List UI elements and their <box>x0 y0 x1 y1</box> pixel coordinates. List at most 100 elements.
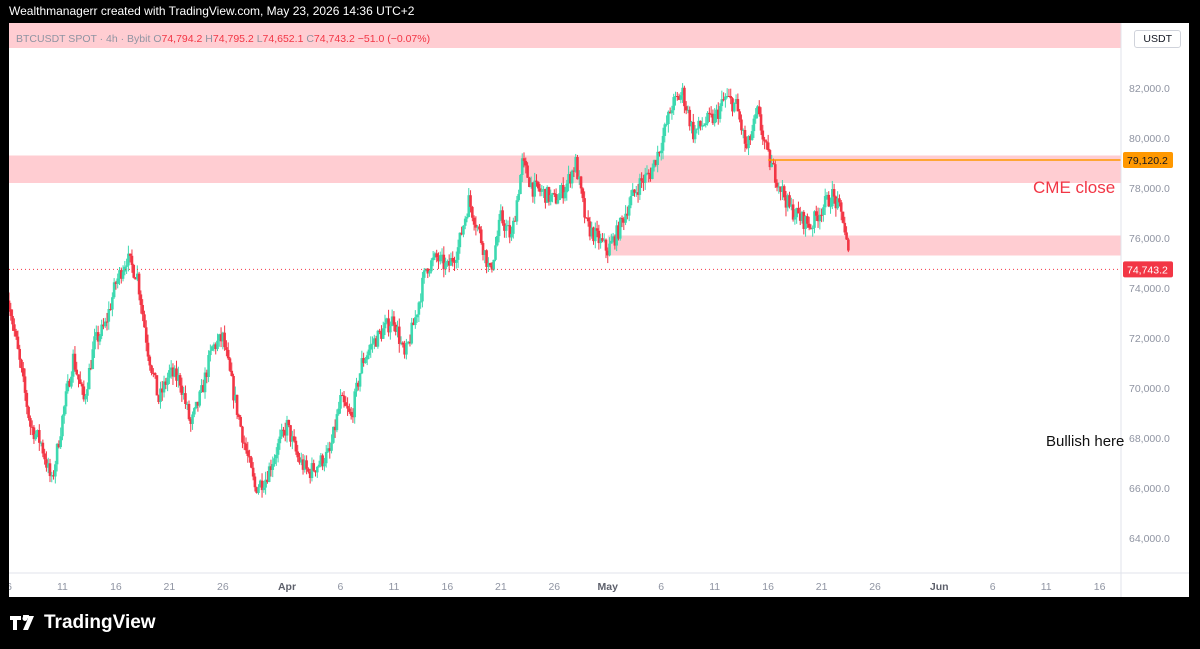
candle-body <box>716 109 720 119</box>
candle-body <box>440 254 444 256</box>
resistance-zone-0 <box>9 23 1121 48</box>
tradingview-icon <box>10 615 34 630</box>
candle-body <box>583 198 586 218</box>
candle-body <box>791 204 795 220</box>
candle-body <box>246 450 250 457</box>
legend-symbol[interactable]: BTCUSDT SPOT · 4h · Bybit <box>16 33 151 45</box>
candle-body <box>216 340 219 350</box>
candle-body <box>522 158 526 161</box>
candle-body <box>447 261 451 266</box>
candle-body <box>777 186 781 188</box>
candle-body <box>139 294 143 305</box>
candle-body <box>572 170 576 172</box>
candle-body <box>597 230 601 244</box>
candle-body <box>242 442 246 444</box>
candle-body <box>180 385 184 395</box>
candle-body <box>697 120 700 129</box>
candle-body <box>324 451 328 464</box>
candle-body <box>57 443 61 448</box>
candle-body <box>679 95 683 100</box>
candle-body <box>219 334 223 342</box>
candle-body <box>25 392 29 407</box>
candle-body <box>761 130 765 140</box>
candle-body <box>412 322 415 326</box>
candle-body <box>396 326 399 332</box>
candle-body <box>692 121 695 140</box>
candle-body <box>750 131 754 141</box>
candle-body <box>499 210 503 220</box>
bullish-annotation: Bullish here <box>1046 433 1125 450</box>
currency-button[interactable]: USDT <box>1134 30 1181 48</box>
candle-body <box>823 196 827 208</box>
candle-body <box>358 373 362 387</box>
candle-body <box>280 429 283 437</box>
candle-body <box>431 257 435 261</box>
candle-body <box>768 150 772 168</box>
candle-body <box>533 180 537 197</box>
candle-body <box>670 110 674 114</box>
candle-body <box>741 130 745 132</box>
candle-body <box>624 213 627 223</box>
candle-body <box>820 214 823 216</box>
candle-body <box>501 210 504 224</box>
tradingview-logo: TradingView <box>10 612 156 634</box>
candle-body <box>485 250 488 267</box>
candle-body <box>663 124 667 136</box>
candle-body <box>451 257 455 262</box>
candle-body <box>244 443 248 451</box>
candle-body <box>658 151 661 154</box>
legend-close: 74,743.2 <box>313 33 355 45</box>
candle-body <box>843 222 847 233</box>
chart-frame[interactable]: 79,120.2 74,743.2 64,000.0 66,000.0 68,000.0… <box>9 23 1189 597</box>
candle-body <box>438 255 442 262</box>
x-tick-label: Jun <box>930 581 949 593</box>
candle-body <box>417 302 421 315</box>
candle-body <box>765 141 768 143</box>
candle-body <box>449 257 453 266</box>
candle-body <box>383 322 387 329</box>
candle-body <box>749 136 752 141</box>
candle-body <box>70 376 73 387</box>
candle-body <box>406 341 410 343</box>
candle-body <box>381 328 385 339</box>
candle-body <box>772 162 775 165</box>
candle-body <box>408 341 412 344</box>
candle-body <box>503 223 506 231</box>
candle-body <box>269 466 273 470</box>
candle-body <box>713 113 716 124</box>
candle-body <box>839 202 843 212</box>
candle-body <box>807 223 811 228</box>
candle-body <box>32 427 36 440</box>
candle-body <box>144 327 148 343</box>
candle-body <box>567 174 570 184</box>
candle-body <box>627 205 631 216</box>
candle-body <box>574 157 577 172</box>
resistance-zone-2 <box>607 235 1121 256</box>
candle-body <box>278 436 282 444</box>
candle-body <box>732 102 736 112</box>
candle-body <box>175 368 178 381</box>
candle-body <box>512 220 515 234</box>
x-tick-label: 16 <box>110 581 122 593</box>
candle-body <box>77 374 80 380</box>
candle-body <box>401 342 405 345</box>
candle-body <box>633 189 636 193</box>
candle-body <box>152 372 155 374</box>
candle-body <box>132 264 136 278</box>
candle-body <box>23 376 27 393</box>
candle-body <box>643 174 647 183</box>
candle-body <box>747 136 750 149</box>
x-tick-label: 26 <box>217 581 229 593</box>
candle-body <box>182 393 185 395</box>
candle-body <box>476 226 479 228</box>
candle-body <box>620 217 624 219</box>
candle-body <box>626 213 629 216</box>
candle-body <box>588 221 592 237</box>
candle-body <box>105 321 109 323</box>
candle-body <box>456 247 460 260</box>
candle-body <box>556 199 560 204</box>
candle-body <box>519 174 522 195</box>
price-chart[interactable]: 79,120.2 74,743.2 64,000.0 66,000.0 68,000.0… <box>9 23 1189 597</box>
candle-body <box>569 174 572 184</box>
candle-body <box>305 460 308 469</box>
